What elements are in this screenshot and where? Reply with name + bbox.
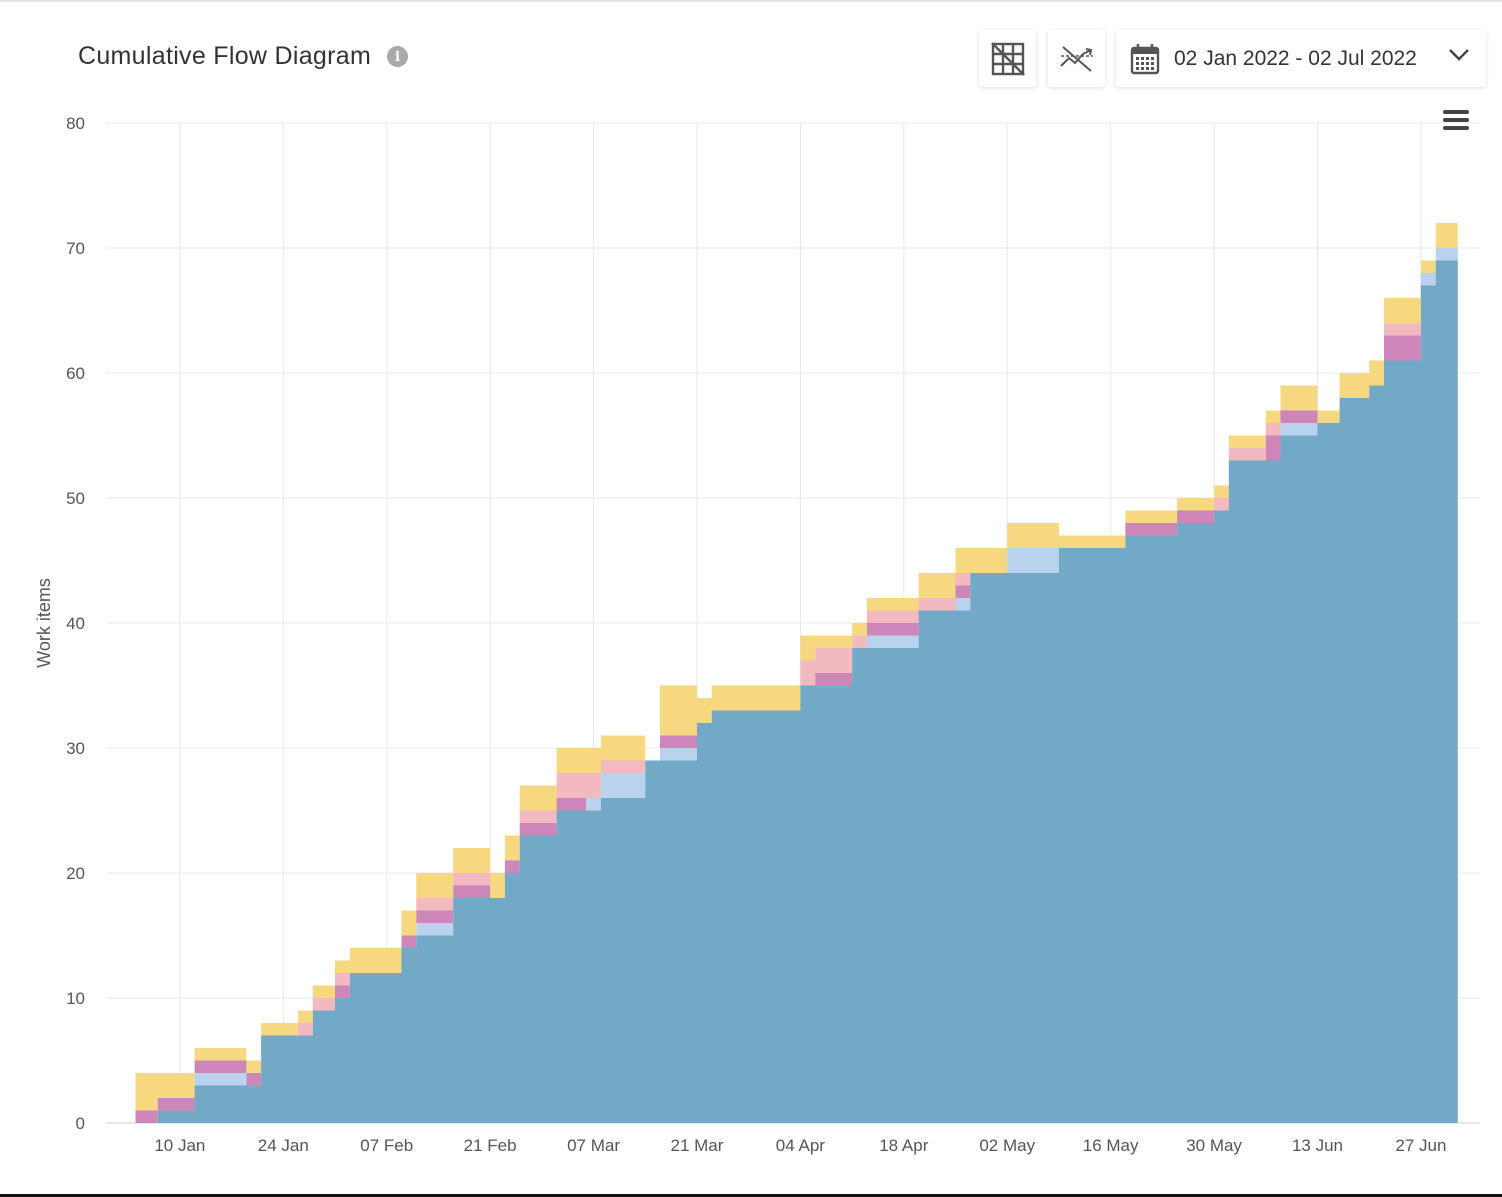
x-tick-label: 04 Apr [776, 1136, 825, 1155]
bottom-border [0, 1194, 1502, 1197]
grid-toggle-button[interactable] [979, 30, 1036, 87]
chart-header: Cumulative Flow Diagram i [78, 42, 409, 71]
y-tick-label: 40 [66, 614, 85, 633]
y-tick-label: 60 [66, 364, 85, 383]
y-tick-label: 80 [66, 114, 85, 133]
y-tick-label: 70 [66, 239, 85, 258]
info-icon[interactable]: i [387, 46, 409, 67]
chart-title: Cumulative Flow Diagram [78, 42, 372, 70]
y-tick-label: 30 [66, 739, 85, 758]
date-range-picker[interactable]: 02 Jan 2022 - 02 Jul 2022 [1116, 30, 1486, 87]
y-tick-label: 50 [66, 489, 85, 508]
x-tick-label: 18 Apr [879, 1136, 928, 1155]
y-tick-label: 0 [76, 1114, 85, 1133]
x-tick-label: 13 Jun [1292, 1136, 1343, 1155]
hamburger-menu-icon[interactable] [1443, 110, 1469, 132]
x-tick-label: 07 Mar [567, 1136, 620, 1155]
x-tick-label: 24 Jan [258, 1136, 309, 1155]
x-tick-label: 30 May [1186, 1136, 1242, 1155]
top-border [0, 0, 1502, 2]
y-tick-label: 20 [66, 864, 85, 883]
x-tick-label: 02 May [979, 1136, 1035, 1155]
x-tick-label: 21 Mar [671, 1136, 724, 1155]
x-tick-label: 21 Feb [464, 1136, 517, 1155]
area-series-done [120, 248, 1458, 1123]
trendline-off-icon [1059, 45, 1093, 72]
chevron-down-icon [1448, 48, 1470, 62]
y-axis-label: Work items [34, 578, 54, 668]
y-tick-label: 10 [66, 989, 85, 1008]
x-tick-label: 27 Jun [1395, 1136, 1446, 1155]
grid-off-icon [990, 41, 1025, 76]
trendline-toggle-button[interactable] [1048, 30, 1105, 87]
x-tick-label: 10 Jan [154, 1136, 205, 1155]
date-range-text: 02 Jan 2022 - 02 Jul 2022 [1174, 46, 1417, 70]
calendar-icon [1130, 43, 1160, 75]
x-tick-label: 07 Feb [360, 1136, 413, 1155]
x-tick-label: 16 May [1083, 1136, 1139, 1155]
